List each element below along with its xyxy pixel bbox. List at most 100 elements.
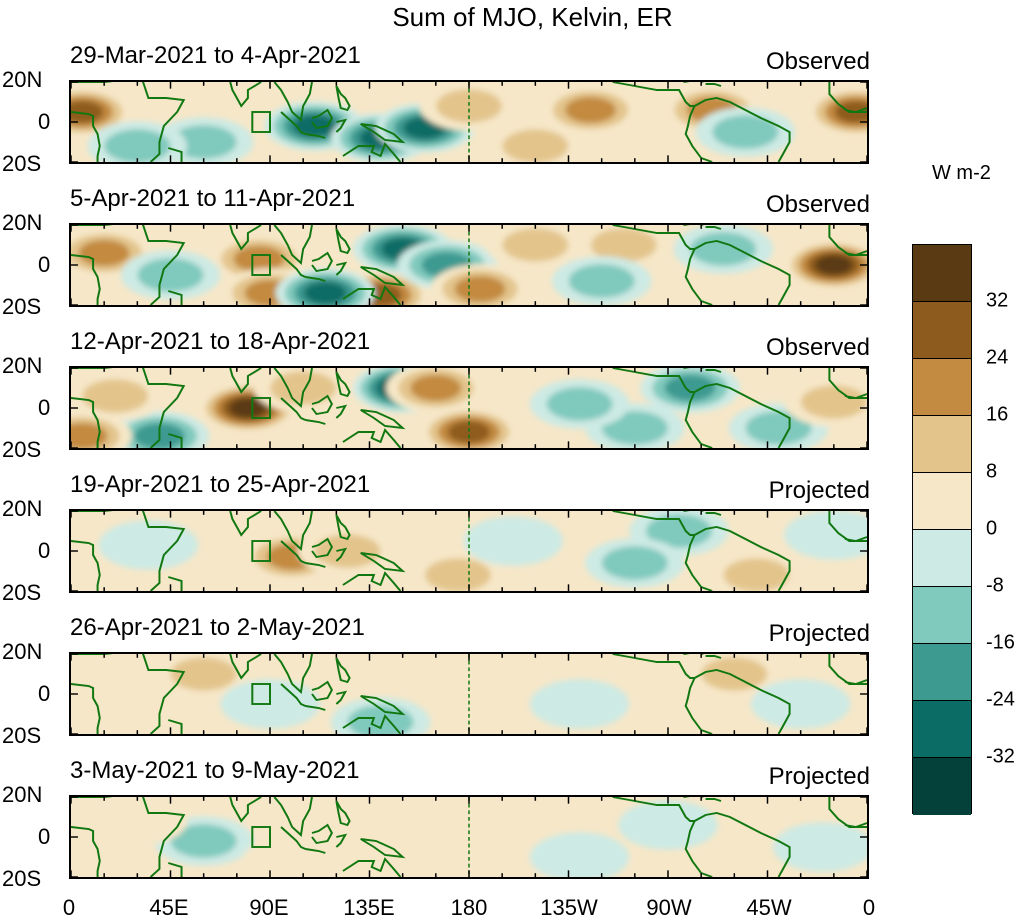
anomaly-contour — [314, 534, 381, 568]
coastline — [335, 261, 348, 276]
colorbar-label: -8 — [986, 574, 1004, 597]
colorbar-swatch — [913, 473, 971, 530]
coastline — [71, 826, 101, 877]
coastline — [71, 654, 186, 734]
colorbar-label: 32 — [986, 289, 1009, 312]
coastline — [71, 254, 101, 305]
anomaly-contour — [170, 657, 237, 691]
coastline — [168, 290, 183, 305]
anomaly-map — [69, 795, 869, 879]
panel-3: 12-Apr-2021 to 18-Apr-2021 Observed 20N 0 20… — [0, 324, 880, 462]
x-tick-label: 90E — [249, 895, 289, 920]
anomaly-contour — [646, 514, 712, 548]
anomaly-contour — [104, 129, 171, 162]
panel-date-range: 29-Mar-2021 to 4-Apr-2021 — [70, 42, 361, 69]
coastline — [273, 368, 313, 408]
y-tick-label: 20N — [2, 782, 43, 807]
anomaly-contour — [529, 679, 630, 729]
coastline — [612, 511, 791, 591]
colorbar — [912, 244, 972, 815]
panel-1: 29-Mar-2021 to 4-Apr-2021 Observed 20N 0 20S — [0, 38, 880, 176]
coastline — [273, 511, 313, 551]
anomaly-contour — [436, 89, 502, 123]
anomaly-map — [69, 223, 869, 307]
coastline — [844, 822, 867, 828]
colorbar-label: -24 — [986, 688, 1015, 711]
coastline — [71, 540, 101, 591]
anomaly-contour — [565, 96, 617, 124]
coastline — [280, 254, 306, 278]
coastline — [71, 511, 186, 591]
anomaly-contour — [447, 420, 491, 444]
anomaly-contour — [425, 558, 491, 591]
coastline — [273, 82, 313, 122]
y-tick-label: 0 — [38, 395, 51, 420]
coastline — [71, 683, 101, 734]
anomaly-map — [69, 80, 869, 164]
y-tick-label: 20S — [2, 723, 42, 748]
panel-date-range: 5-Apr-2021 to 11-Apr-2021 — [70, 185, 356, 212]
colorbar-label: 16 — [986, 403, 1009, 426]
anomaly-contour — [502, 228, 569, 262]
coastline — [684, 677, 713, 734]
coastline — [168, 862, 183, 877]
coastline — [684, 391, 713, 448]
y-tick-label: 20S — [2, 580, 42, 605]
coastline — [684, 534, 713, 591]
x-tick-label: 90W — [646, 895, 692, 920]
anomaly-contour — [546, 387, 613, 421]
colorbar-label: 8 — [986, 460, 998, 483]
coastline — [280, 397, 306, 421]
coastline — [705, 512, 722, 516]
coastline — [360, 266, 406, 287]
anomaly-contour — [82, 379, 149, 413]
coastline — [335, 228, 351, 255]
panel-status: Projected — [768, 477, 870, 504]
y-tick-label: 0 — [38, 109, 51, 134]
anomaly-contour — [463, 800, 563, 850]
coastline — [342, 428, 402, 448]
coastline — [280, 826, 306, 850]
coastline — [844, 107, 867, 113]
coastline — [335, 404, 348, 419]
x-tick-label: 0 — [62, 895, 76, 920]
anomaly-contour — [784, 511, 867, 560]
coastline — [229, 368, 262, 394]
y-tick-label: 20S — [2, 151, 42, 176]
anomaly-contour — [270, 371, 337, 405]
coastline — [360, 695, 406, 716]
coastline — [342, 857, 402, 877]
coastline — [273, 797, 313, 837]
coastline — [229, 797, 262, 823]
anomaly-contour — [750, 679, 851, 729]
anomaly-contour — [330, 800, 431, 850]
coastline — [705, 226, 722, 230]
anomaly-contour — [601, 546, 668, 580]
anomaly-contour — [618, 689, 718, 734]
coastline — [844, 679, 867, 685]
coastline — [280, 111, 306, 135]
anomaly-contour — [815, 255, 853, 275]
coastline — [311, 680, 334, 702]
coastline — [168, 147, 183, 162]
anomaly-contour — [170, 824, 237, 858]
coastline — [273, 654, 313, 694]
coastline — [311, 251, 334, 273]
coastline — [335, 514, 351, 541]
y-tick-label: 20S — [2, 437, 42, 462]
anomaly-contour — [529, 832, 630, 877]
coastline — [311, 108, 334, 130]
y-tick-label: 20S — [2, 866, 42, 891]
x-tick-label: 135W — [540, 895, 598, 920]
coastline — [335, 657, 351, 684]
coastline — [705, 83, 722, 87]
anomaly-contour — [690, 232, 757, 266]
coastline — [280, 683, 306, 707]
coastline — [335, 690, 348, 705]
y-tick-label: 20N — [2, 639, 43, 664]
y-tick-label: 0 — [38, 681, 51, 706]
panel-date-range: 26-Apr-2021 to 2-May-2021 — [70, 614, 365, 641]
panel-date-range: 3-May-2021 to 9-May-2021 — [70, 757, 360, 784]
panel-4: 19-Apr-2021 to 25-Apr-2021 Projected 20N 0 2… — [0, 467, 880, 605]
coastline — [335, 371, 351, 398]
